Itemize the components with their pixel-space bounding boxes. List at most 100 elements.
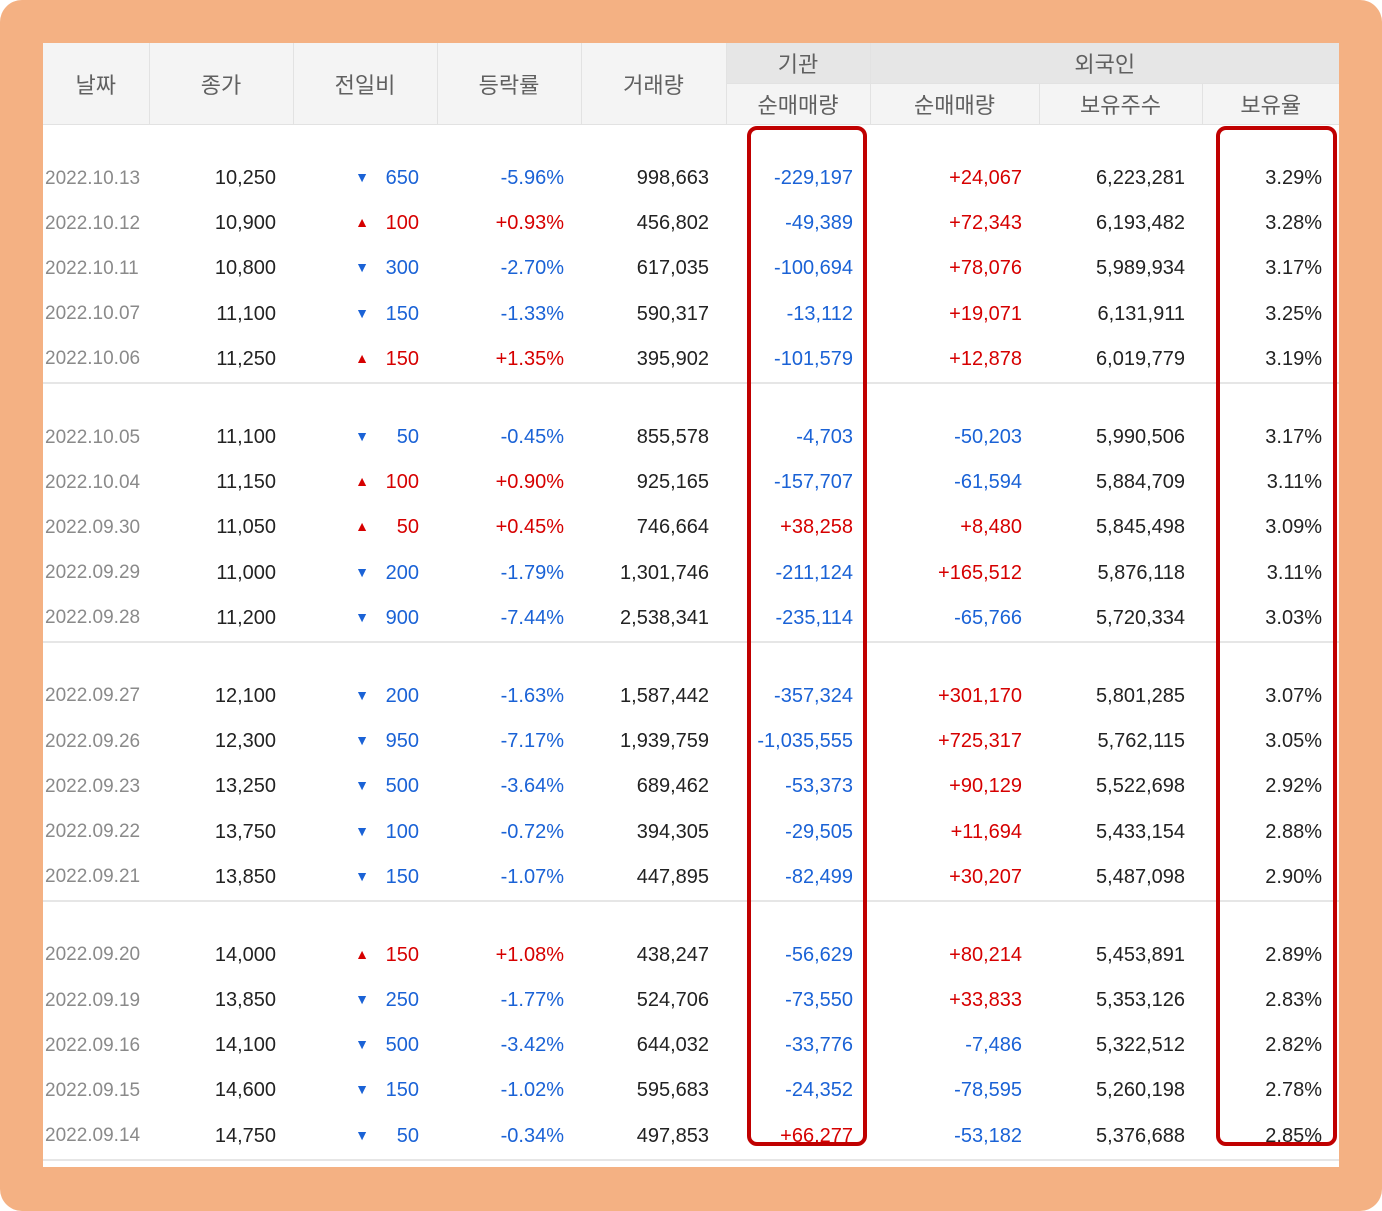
spacer-cell <box>1202 381 1339 415</box>
change-cell: ▲ 150 <box>293 337 437 383</box>
spacer-cell <box>581 640 726 674</box>
frgn-ratio-cell: 3.05% <box>1265 730 1323 753</box>
frgn-shares-cell: 5,876,118 <box>1097 561 1186 584</box>
close-cell: 12,100 <box>214 684 276 707</box>
inst-net-cell: -73,550 <box>785 989 853 1012</box>
close-cell: 11,000 <box>216 561 276 584</box>
close-cell: 11,050 <box>216 516 276 539</box>
frgn-net-cell: -50,203 <box>954 426 1022 449</box>
header-inst-net: 순매매량 <box>725 83 870 125</box>
close-cell: 14,600 <box>214 1079 276 1102</box>
volume-cell: 497,853 <box>636 1124 709 1147</box>
frgn-ratio-cell: 3.09% <box>1265 516 1323 539</box>
frgn-ratio-cell: 2.90% <box>1265 865 1323 888</box>
inst-net-cell: -13,112 <box>786 302 853 325</box>
frgn-ratio-cell: 2.78% <box>1265 1079 1323 1102</box>
volume-cell: 617,035 <box>636 257 709 280</box>
close-cell: 14,100 <box>214 1034 276 1057</box>
frgn-ratio-cell: 3.17% <box>1265 257 1323 280</box>
volume-cell: 590,317 <box>636 302 709 325</box>
frgn-net-cell: +30,207 <box>949 865 1022 888</box>
date-cell: 2022.09.14 <box>45 1125 141 1147</box>
change-value: 150 <box>385 1079 419 1102</box>
frgn-shares-cell: 5,762,115 <box>1097 730 1186 753</box>
table-row: 2022.09.16 14,100 ▼ 500 -3.42% 644,032 -33,776… <box>43 1023 1339 1068</box>
close-cell: 12,300 <box>214 730 276 753</box>
table-row: 2022.09.28 11,200 ▼ 900 -7.44% 2,538,341 -235,… <box>43 596 1339 642</box>
header-frgn-ratio: 보유율 <box>1201 83 1339 125</box>
header-rate: 등락률 <box>436 43 581 125</box>
volume-cell: 394,305 <box>636 820 709 843</box>
frgn-ratio-cell: 3.11% <box>1266 561 1323 584</box>
header-date: 날짜 <box>43 43 149 125</box>
triangle-up-icon: ▲ <box>355 945 369 962</box>
table-row: 2022.09.14 14,750 ▼ 50 -0.34% 497,853 +66,277 -… <box>43 1114 1339 1160</box>
table-row: 2022.09.15 14,600 ▼ 150 -1.02% 595,683 -24,352… <box>43 1068 1339 1113</box>
table-row: 2022.09.30 11,050 ▲ 50 +0.45% 746,664 +38,258 +… <box>43 505 1339 550</box>
date-cell: 2022.09.29 <box>45 562 141 584</box>
inst-net-cell: -1,035,555 <box>757 730 853 753</box>
spacer-cell <box>726 1158 870 1167</box>
inst-net-cell: -357,324 <box>774 684 853 707</box>
spacer-cell <box>293 899 437 933</box>
header-frgn-shares: 보유주수 <box>1038 83 1202 125</box>
frgn-shares-cell: 5,990,506 <box>1096 426 1185 449</box>
inst-net-cell: -49,389 <box>785 212 853 235</box>
change-value: 100 <box>385 471 419 494</box>
spacer-cell <box>149 640 293 674</box>
frgn-ratio-cell: 2.85% <box>1265 1124 1323 1147</box>
spacer-cell <box>437 640 581 674</box>
frgn-net-cell: -53,182 <box>954 1124 1022 1147</box>
frgn-net-cell: +78,076 <box>949 257 1022 280</box>
spacer-cell <box>581 125 726 157</box>
rate-cell: +1.35% <box>495 347 564 370</box>
rate-cell: -1.79% <box>500 561 564 584</box>
triangle-up-icon: ▲ <box>355 518 369 535</box>
volume-cell: 524,706 <box>636 989 709 1012</box>
rate-cell: -1.07% <box>500 865 564 888</box>
date-cell: 2022.09.16 <box>45 1034 141 1056</box>
frgn-ratio-cell: 2.83% <box>1265 989 1323 1012</box>
table-row: 2022.09.20 14,000 ▲ 150 +1.08% 438,247 -56,629… <box>43 933 1339 978</box>
frgn-net-cell: +33,833 <box>949 989 1022 1012</box>
frgn-ratio-cell: 2.88% <box>1265 820 1323 843</box>
close-cell: 14,750 <box>214 1124 276 1147</box>
frgn-shares-cell: 5,260,198 <box>1096 1079 1185 1102</box>
frgn-shares-cell: 6,223,281 <box>1096 167 1185 190</box>
rate-cell: -0.45% <box>500 426 564 449</box>
table-row: 2022.09.23 13,250 ▼ 500 -3.64% 689,462 -53,373… <box>43 764 1339 809</box>
frgn-ratio-cell: 3.11% <box>1266 471 1323 494</box>
date-cell: 2022.09.28 <box>45 607 141 629</box>
spacer-cell <box>1039 1158 1202 1167</box>
triangle-down-icon: ▼ <box>355 991 369 1008</box>
change-cell: ▼ 900 <box>293 596 437 642</box>
date-cell: 2022.10.13 <box>45 167 141 189</box>
change-cell: ▼ 500 <box>293 1023 437 1068</box>
spacer-cell <box>437 1158 581 1167</box>
header-foreigner: 외국인 <box>869 43 1339 84</box>
change-value: 650 <box>385 167 419 190</box>
frgn-net-cell: +19,071 <box>949 302 1022 325</box>
table-row: 2022.10.05 11,100 ▼ 50 -0.45% 855,578 -4,703 -5… <box>43 415 1339 460</box>
spacer-cell <box>437 125 581 157</box>
inst-net-cell: -24,352 <box>785 1079 853 1102</box>
table-row: 2022.10.11 10,800 ▼ 300 -2.70% 617,035 -100,69… <box>43 246 1339 291</box>
table-row: 2022.10.07 11,100 ▼ 150 -1.33% 590,317 -13,112… <box>43 292 1339 337</box>
header-change: 전일비 <box>292 43 437 125</box>
triangle-down-icon: ▼ <box>355 304 369 321</box>
triangle-down-icon: ▼ <box>355 169 369 186</box>
spacer-cell <box>581 1158 726 1167</box>
spacer-cell <box>870 640 1039 674</box>
rate-cell: -1.63% <box>500 684 564 707</box>
frgn-net-cell: +80,214 <box>949 943 1022 966</box>
frgn-net-cell: +8,480 <box>960 516 1022 539</box>
frgn-ratio-cell: 3.03% <box>1265 606 1323 629</box>
change-value: 200 <box>385 684 419 707</box>
rate-cell: -3.64% <box>500 775 564 798</box>
rate-cell: -1.02% <box>500 1079 564 1102</box>
date-cell: 2022.09.15 <box>45 1079 141 1101</box>
volume-cell: 1,587,442 <box>620 684 709 707</box>
frgn-shares-cell: 5,353,126 <box>1096 989 1185 1012</box>
ownership-ratio-highlight-box <box>1216 126 1337 1146</box>
